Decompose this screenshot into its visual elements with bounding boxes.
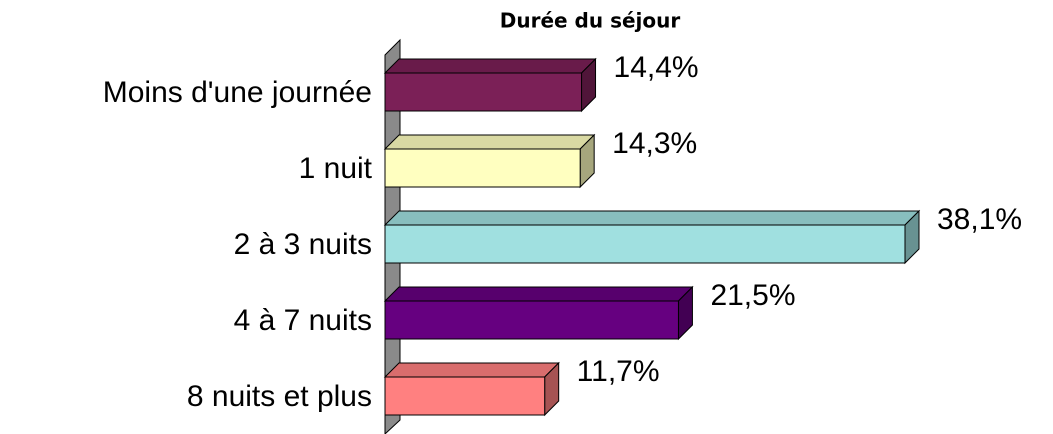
bar-top <box>383 134 596 150</box>
bar <box>384 148 581 188</box>
value-label: 14,3% <box>612 127 697 160</box>
chart-title: Durée du séjour <box>500 9 681 33</box>
category-label: Moins d'une journée <box>103 76 372 109</box>
category-label: 4 à 7 nuits <box>234 304 372 337</box>
bar-top <box>383 210 921 226</box>
bar <box>384 376 546 416</box>
category-label: 1 nuit <box>299 152 373 185</box>
value-label: 21,5% <box>710 279 795 312</box>
category-label: 8 nuits et plus <box>187 380 372 413</box>
value-label: 38,1% <box>937 203 1022 236</box>
bar-top <box>383 286 694 302</box>
value-label: 14,4% <box>614 51 699 84</box>
bar <box>384 300 679 340</box>
bar <box>384 72 583 112</box>
bar-top <box>383 362 560 378</box>
bar-top <box>383 58 597 74</box>
value-label: 11,7% <box>577 355 660 388</box>
category-label: 2 à 3 nuits <box>234 228 372 261</box>
bar <box>384 224 906 264</box>
